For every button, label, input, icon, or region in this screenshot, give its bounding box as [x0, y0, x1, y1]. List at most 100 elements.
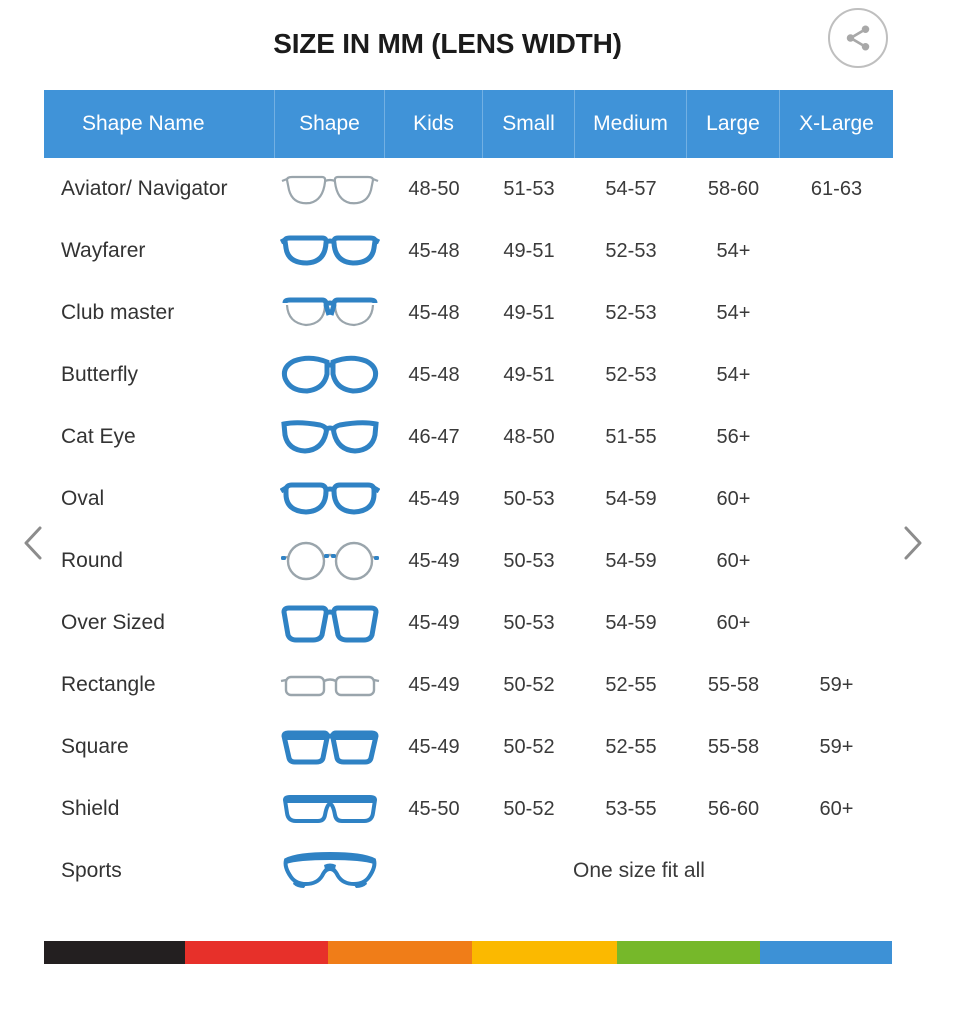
row-large-size: 56-60 [707, 797, 760, 820]
row-shape-name: Sports [61, 859, 122, 882]
row-shape-name: Oval [61, 487, 105, 510]
column-header-kids[interactable]: Kids [385, 90, 483, 158]
table-row: Round [44, 530, 893, 592]
butterfly-glasses-icon [275, 344, 385, 406]
shield-glasses-icon [275, 778, 385, 840]
color-bar [44, 941, 892, 964]
row-medium-size: 52-53 [605, 239, 657, 262]
row-xlarge-size: 59+ [819, 673, 854, 696]
row-large-size: 56+ [716, 425, 751, 448]
row-xlarge-size: 61-63 [810, 177, 863, 200]
row-kids-size: 46-47 [408, 425, 460, 448]
row-medium-size: 54-59 [605, 487, 657, 510]
table-row: Oval 45-49 50-53 54-59 60+ [44, 468, 893, 530]
row-medium-size: 54-59 [605, 611, 657, 634]
color-segment-blue [760, 941, 892, 964]
table-row: Wayfarer 45-48 49-51 52-53 54+ [44, 220, 893, 282]
row-medium-size: 51-55 [605, 425, 657, 448]
row-medium-size: 54-57 [605, 177, 657, 200]
row-kids-size: 45-49 [408, 611, 460, 634]
row-kids-size: 45-50 [408, 797, 460, 820]
column-header-large[interactable]: Large [687, 90, 780, 158]
sports-one-size-note: One size fit all [573, 859, 705, 882]
table-row: Over Sized 45-49 50-53 54-59 60+ [44, 592, 893, 654]
row-kids-size: 45-49 [408, 549, 460, 572]
row-xlarge-size [780, 220, 893, 282]
table-row: Shield 45-50 50-52 53-55 56-60 60+ [44, 778, 893, 840]
row-small-size: 50-53 [503, 549, 555, 572]
page-title-bar: SIZE IN MM (LENS WIDTH) [0, 0, 895, 88]
size-chart-card: SIZE IN MM (LENS WIDTH) Shape Name Shape… [0, 0, 895, 964]
row-kids-size: 45-49 [408, 735, 460, 758]
row-small-size: 50-53 [503, 487, 555, 510]
rectangle-glasses-icon [275, 654, 385, 716]
row-large-size: 58-60 [707, 177, 760, 200]
table-row: Square 45-49 50-52 52-55 55-58 [44, 716, 893, 778]
row-large-size: 60+ [716, 549, 751, 572]
row-kids-size: 45-48 [408, 363, 460, 386]
share-icon [843, 23, 873, 53]
aviator-glasses-icon [275, 158, 385, 220]
table-row: Butterfly 45-48 49-51 52-53 54+ [44, 344, 893, 406]
table-header-row: Shape Name Shape Kids Small Medium Large… [44, 90, 893, 158]
color-segment-yellow [472, 941, 617, 964]
row-large-size: 54+ [716, 363, 751, 386]
row-kids-size: 45-48 [408, 239, 460, 262]
row-shape-name: Square [61, 735, 129, 758]
row-xlarge-size [780, 282, 893, 344]
row-large-size: 55-58 [707, 673, 760, 696]
row-medium-size: 52-53 [605, 363, 657, 386]
column-header-shape[interactable]: Shape [275, 90, 385, 158]
clubmaster-glasses-icon [275, 282, 385, 344]
table-row-sports: Sports One size fit all [44, 840, 893, 902]
row-small-size: 49-51 [503, 239, 555, 262]
row-shape-name: Wayfarer [61, 239, 146, 262]
column-header-shape-name[interactable]: Shape Name [44, 90, 275, 158]
wayfarer-glasses-icon [275, 220, 385, 282]
table-row: Club master [44, 282, 893, 344]
row-shape-name: Shield [61, 797, 120, 820]
row-large-size: 60+ [716, 611, 751, 634]
row-medium-size: 54-59 [605, 549, 657, 572]
row-shape-name: Over Sized [61, 611, 165, 634]
row-shape-name: Club master [61, 301, 175, 324]
row-xlarge-size: 60+ [819, 797, 854, 820]
chevron-left-icon [20, 523, 46, 563]
color-segment-black [44, 941, 185, 964]
row-small-size: 50-52 [503, 673, 555, 696]
color-segment-orange [328, 941, 472, 964]
column-header-xlarge[interactable]: X-Large [799, 112, 874, 135]
page-title: SIZE IN MM (LENS WIDTH) [273, 28, 622, 59]
row-small-size: 48-50 [503, 425, 555, 448]
cateye-glasses-icon [275, 406, 385, 468]
sports-glasses-icon [275, 840, 385, 902]
row-large-size: 54+ [716, 239, 751, 262]
row-shape-name: Rectangle [61, 673, 156, 696]
row-large-size: 60+ [716, 487, 751, 510]
row-small-size: 50-53 [503, 611, 555, 634]
row-xlarge-size: 59+ [819, 735, 854, 758]
chevron-right-icon [900, 523, 926, 563]
row-medium-size: 53-55 [605, 797, 657, 820]
row-xlarge-size [780, 592, 893, 654]
color-segment-green [617, 941, 760, 964]
row-small-size: 49-51 [503, 363, 555, 386]
size-chart-table: Shape Name Shape Kids Small Medium Large… [44, 90, 893, 902]
row-shape-name: Cat Eye [61, 425, 136, 448]
oversized-glasses-icon [275, 592, 385, 654]
column-header-medium[interactable]: Medium [575, 90, 687, 158]
carousel-next-button[interactable] [888, 518, 938, 568]
round-glasses-icon [275, 530, 385, 592]
row-shape-name: Round [61, 549, 123, 572]
row-kids-size: 45-49 [408, 673, 460, 696]
row-kids-size: 48-50 [408, 177, 460, 200]
carousel-prev-button[interactable] [8, 518, 58, 568]
row-medium-size: 52-53 [605, 301, 657, 324]
share-button[interactable] [828, 8, 888, 68]
row-small-size: 51-53 [503, 177, 555, 200]
row-small-size: 49-51 [503, 301, 555, 324]
row-medium-size: 52-55 [605, 673, 657, 696]
column-header-small[interactable]: Small [483, 90, 575, 158]
row-medium-size: 52-55 [605, 735, 657, 758]
